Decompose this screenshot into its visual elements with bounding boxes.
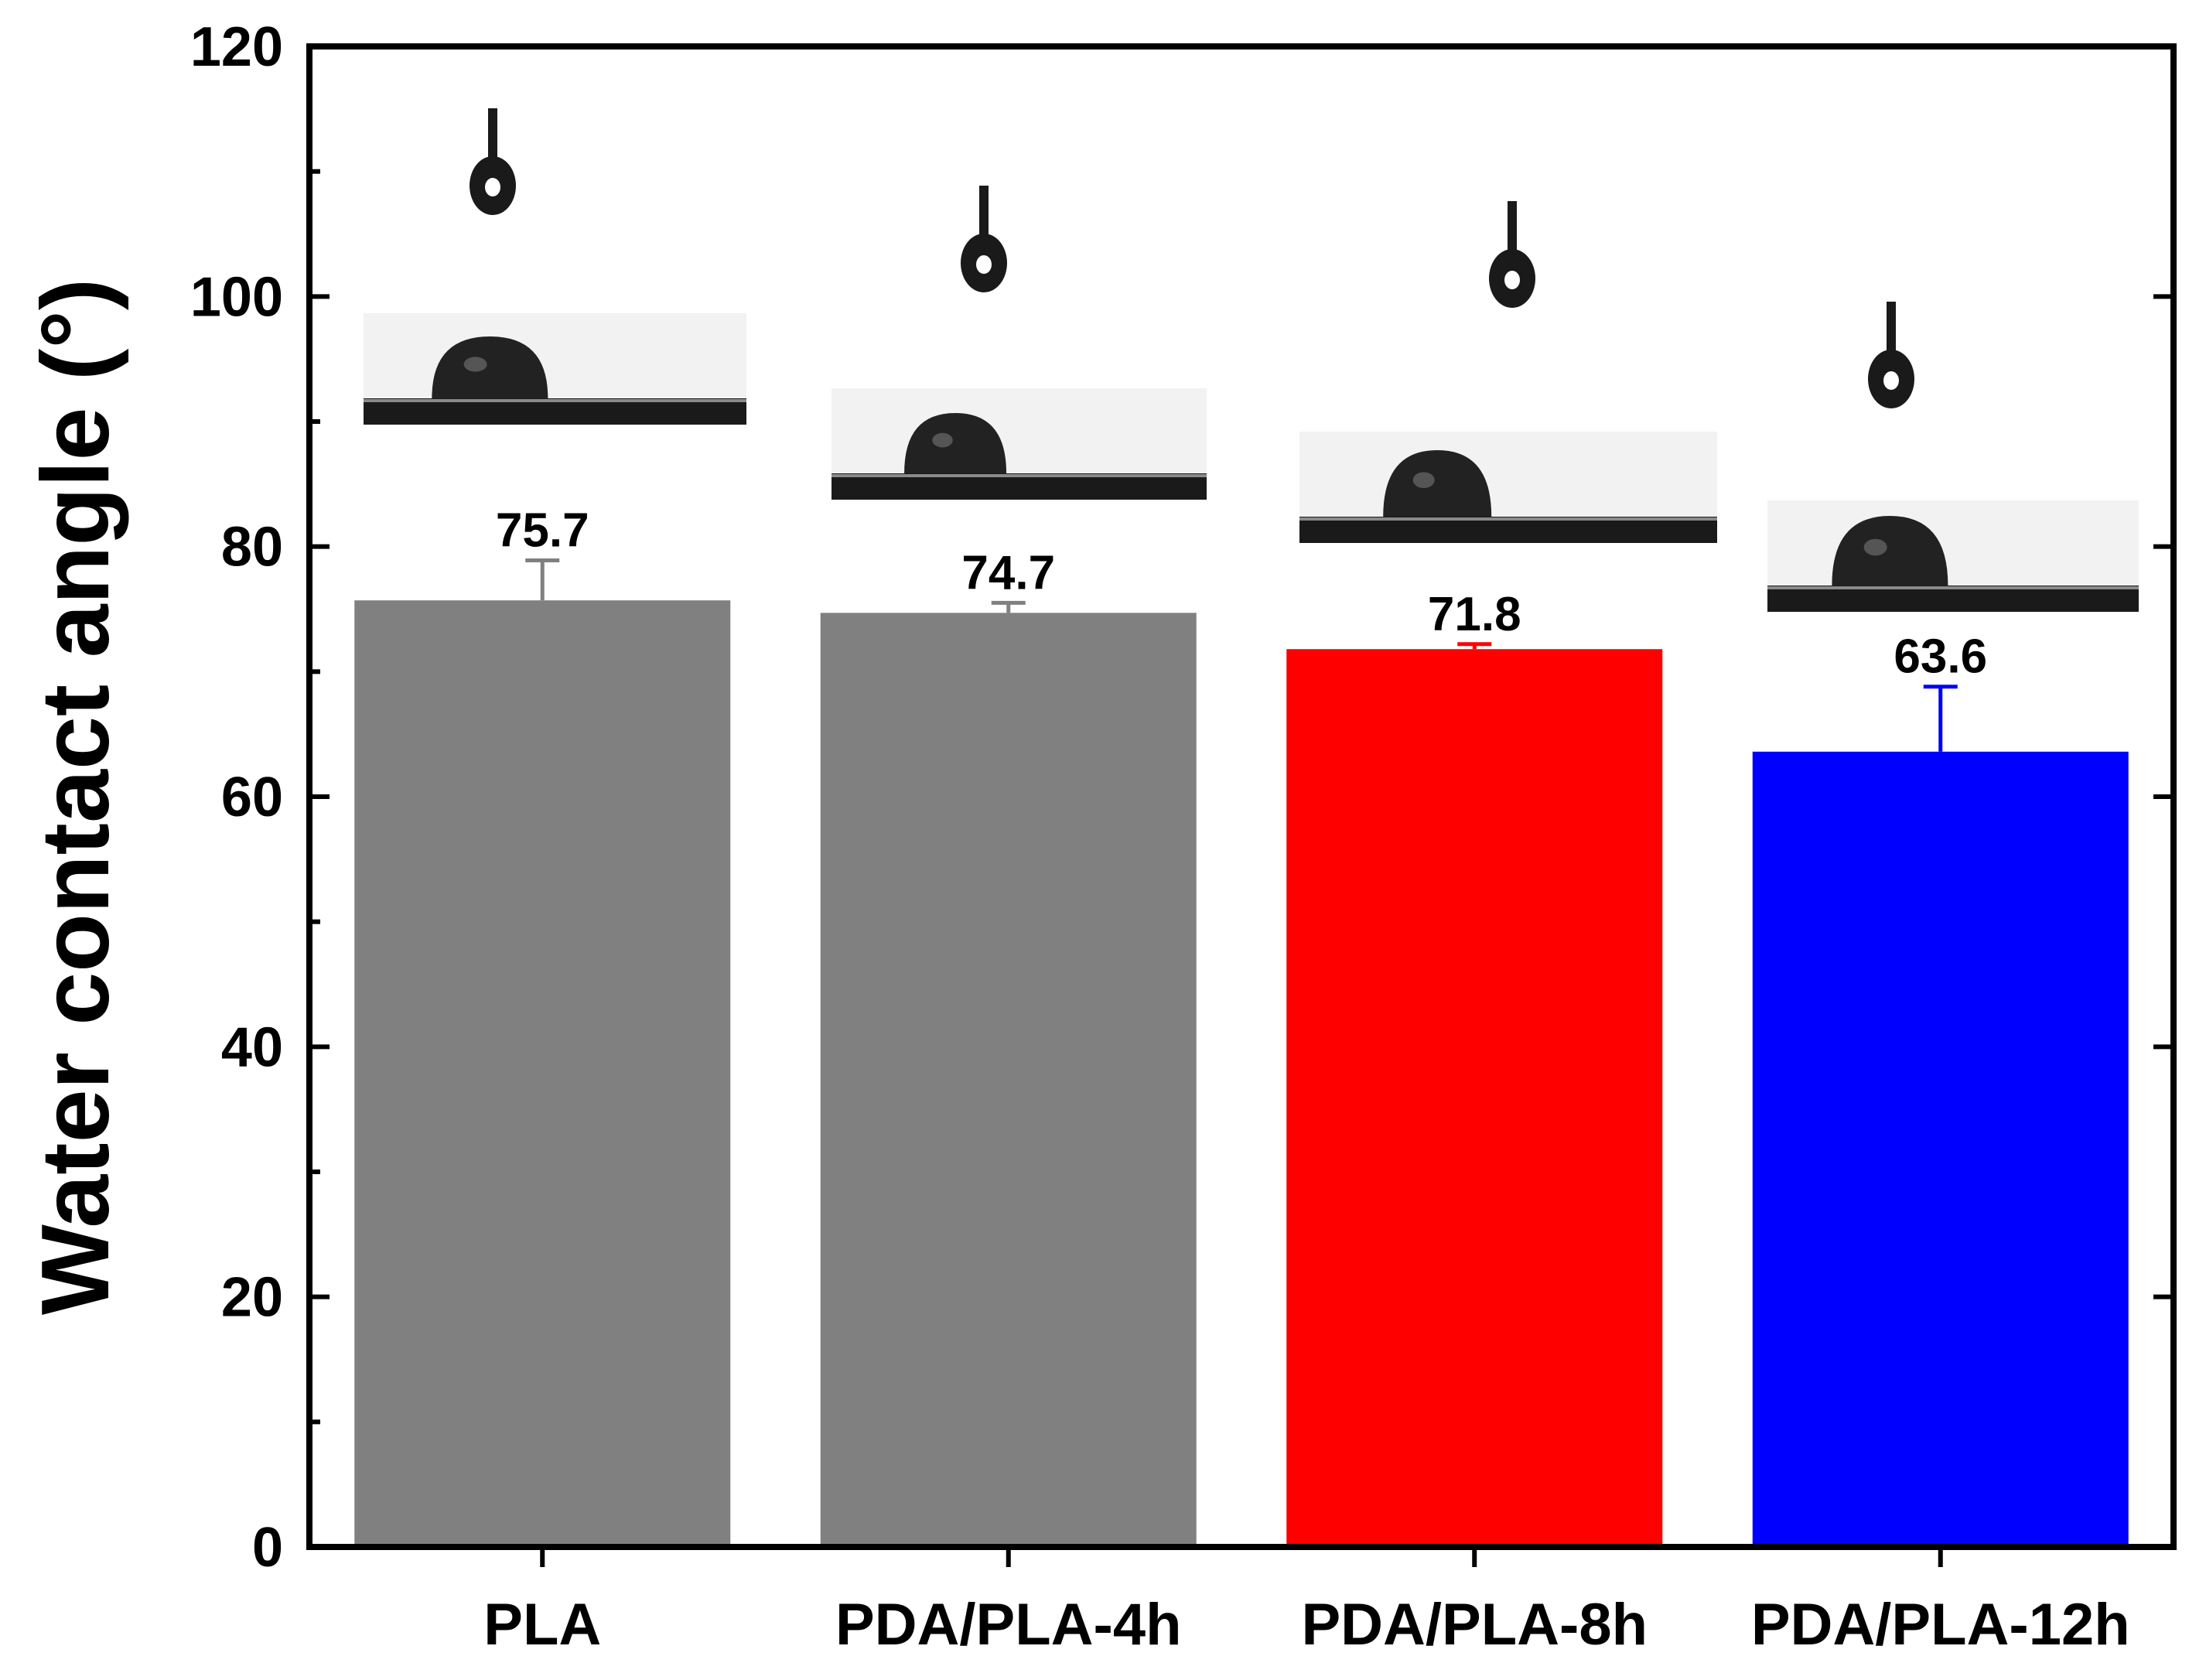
inset-background (1299, 432, 1717, 517)
substrate-strip (832, 473, 1207, 500)
bars (354, 600, 2129, 1547)
inset-background (364, 313, 746, 398)
bar (1286, 649, 1663, 1547)
sessile-droplet (1383, 450, 1492, 517)
inset-background (832, 388, 1207, 473)
y-tick-label: 60 (221, 767, 283, 828)
y-axis: 0 20 40 60 80 100 120 (190, 16, 2174, 1579)
y-tick-label: 80 (221, 517, 283, 579)
x-tick-label: PDA/PLA-12h (1751, 1592, 2130, 1658)
sessile-droplet (1832, 516, 1948, 586)
droplet-insets (364, 108, 2139, 612)
value-labels: 75.7 74.7 71.8 63.6 (496, 504, 1987, 683)
bar-value-label: 71.8 (1428, 588, 1521, 641)
y-tick-label: 40 (221, 1016, 283, 1078)
water-droplet-photo (1767, 302, 2139, 612)
pendant-drop-highlight (976, 255, 992, 274)
needle (1887, 302, 1896, 364)
droplet-highlight (463, 357, 487, 372)
bar (820, 613, 1197, 1547)
x-tick-label: PDA/PLA-4h (835, 1592, 1182, 1658)
droplet-highlight (932, 432, 953, 448)
substrate-strip (1767, 586, 2139, 612)
water-droplet-photo (364, 108, 746, 425)
substrate-strip (1299, 517, 1717, 543)
water-droplet-photo (832, 186, 1207, 500)
substrate-strip (364, 398, 746, 425)
x-axis: PLA PDA/PLA-4h PDA/PLA-8h PDA/PLA-12h (483, 1547, 2130, 1658)
y-tick-label: 20 (221, 1267, 283, 1329)
bar-value-label: 74.7 (961, 546, 1055, 599)
y-tick-label: 100 (190, 266, 283, 328)
droplet-highlight (1863, 538, 1887, 556)
needle (488, 108, 497, 170)
y-tick-label: 120 (190, 16, 283, 78)
pendant-drop-highlight (485, 178, 500, 196)
water-droplet-photo (1299, 201, 1717, 543)
pendant-drop-highlight (1883, 371, 1899, 390)
x-tick-label: PDA/PLA-8h (1301, 1592, 1648, 1658)
needle (979, 186, 989, 248)
inset-background (1767, 500, 2139, 586)
error-bars (525, 558, 1958, 752)
y-axis-label: Water contact angle (°) (22, 278, 129, 1315)
bar (1752, 751, 2129, 1547)
sessile-droplet (432, 336, 548, 398)
bar-value-label: 63.6 (1894, 630, 1987, 684)
x-tick-label: PLA (483, 1592, 601, 1658)
needle (1508, 201, 1517, 263)
bar (354, 600, 731, 1547)
bar-value-label: 75.7 (496, 504, 589, 557)
droplet-highlight (1412, 472, 1435, 489)
y-tick-label: 0 (252, 1517, 283, 1579)
pendant-drop-highlight (1504, 271, 1520, 289)
sessile-droplet (904, 413, 1007, 473)
